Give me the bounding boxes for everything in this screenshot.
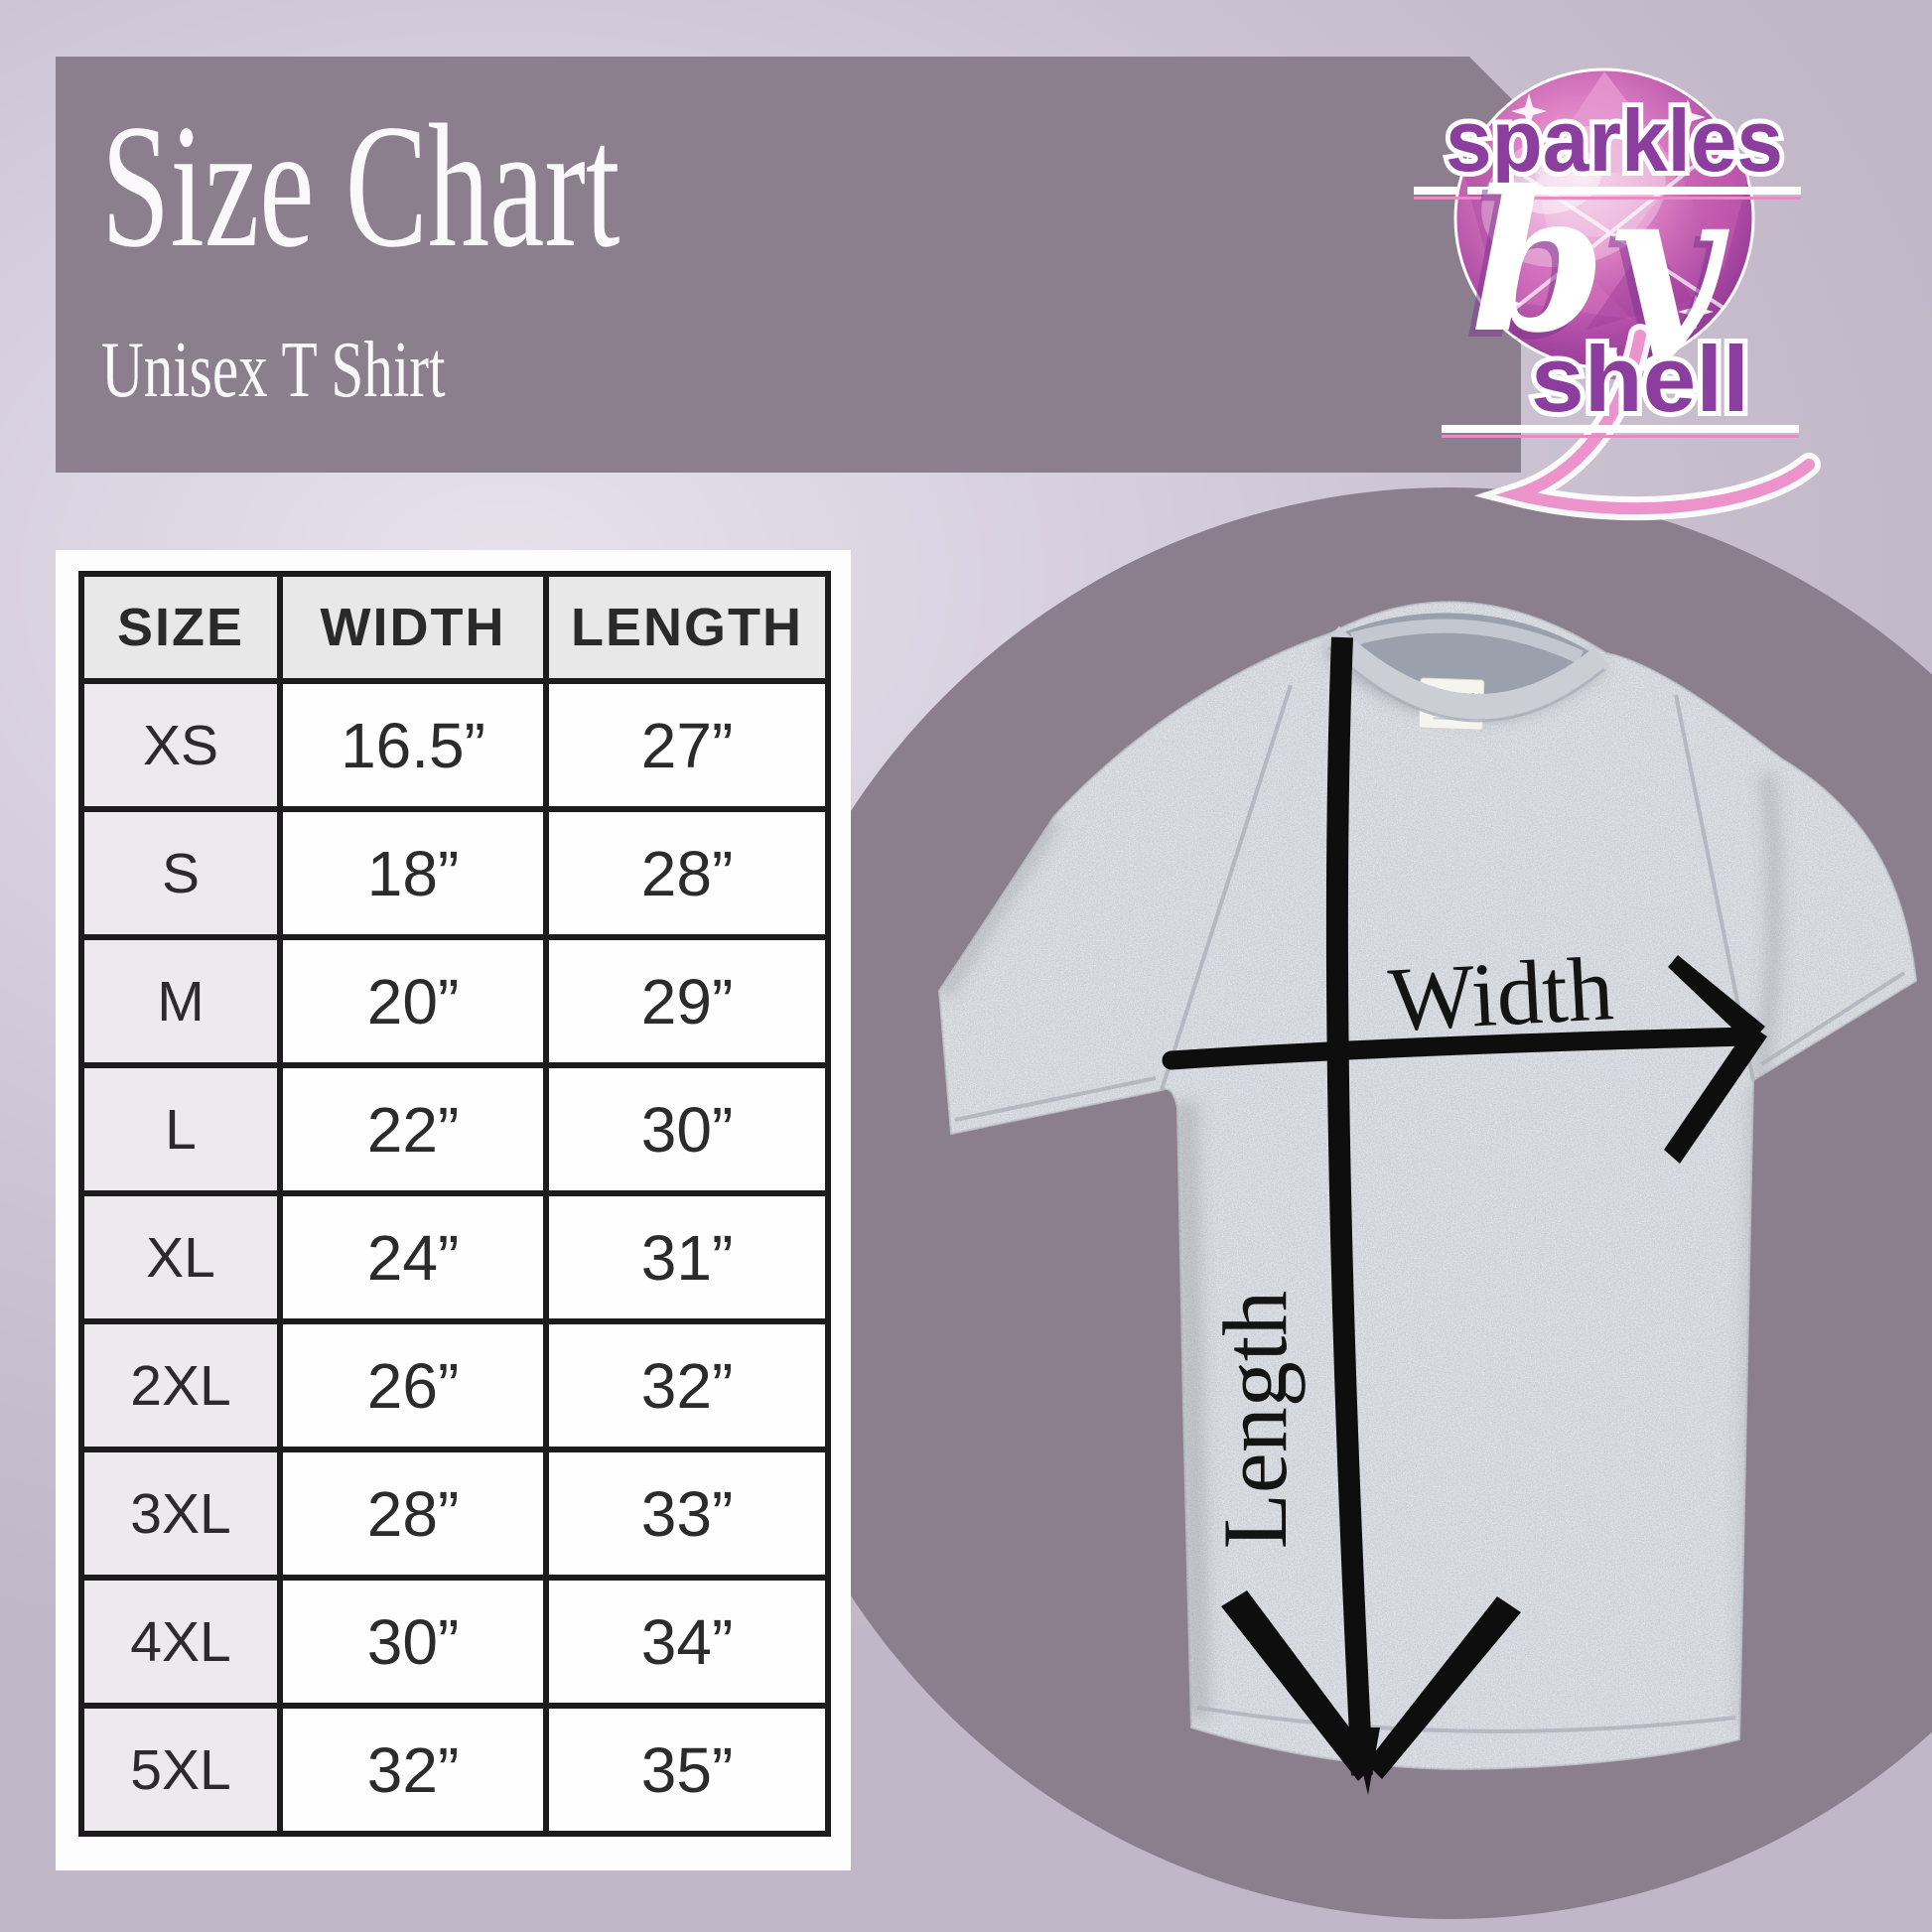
- size-cell: XL: [78, 1190, 283, 1324]
- size-cell: 2XL: [78, 1318, 283, 1452]
- table-row: L 22” 30”: [78, 1062, 831, 1196]
- logo-flourish-outline: [1473, 324, 1821, 521]
- header-width: WIDTH: [277, 571, 549, 684]
- header-size: SIZE: [78, 571, 283, 684]
- size-cell: 5XL: [78, 1703, 283, 1837]
- size-cell: M: [78, 934, 283, 1068]
- table-row: 2XL 26” 32”: [78, 1318, 831, 1452]
- length-cell: 32”: [543, 1318, 831, 1452]
- width-cell: 16.5”: [277, 678, 549, 812]
- size-cell: 3XL: [78, 1447, 283, 1581]
- table-row: S 18” 28”: [78, 806, 831, 940]
- table-row: 5XL 32” 35”: [78, 1703, 831, 1837]
- backdrop-circle: [734, 487, 1932, 1919]
- width-cell: 22”: [277, 1062, 549, 1196]
- width-cell: 30”: [277, 1575, 549, 1709]
- length-cell: 31”: [543, 1190, 831, 1324]
- table-row: XL 24” 31”: [78, 1190, 831, 1324]
- logo-word-shell: shell: [1531, 327, 1749, 431]
- page-title: Size Chart: [101, 87, 621, 284]
- size-table-card: SIZE WIDTH LENGTH XS 16.5” 27” S 18” 28”…: [56, 550, 851, 1870]
- table-header-row: SIZE WIDTH LENGTH: [78, 571, 831, 684]
- length-cell: 33”: [543, 1447, 831, 1581]
- width-cell: 24”: [277, 1190, 549, 1324]
- width-cell: 26”: [277, 1318, 549, 1452]
- length-cell: 29”: [543, 934, 831, 1068]
- header-banner: Size Chart Unisex T Shirt: [56, 57, 1521, 473]
- length-cell: 34”: [543, 1575, 831, 1709]
- length-cell: 27”: [543, 678, 831, 812]
- size-cell: XS: [78, 678, 283, 812]
- table-row: M 20” 29”: [78, 934, 831, 1068]
- page-subtitle: Unisex T Shirt: [101, 327, 446, 414]
- length-cell: 30”: [543, 1062, 831, 1196]
- size-table: SIZE WIDTH LENGTH XS 16.5” 27” S 18” 28”…: [78, 571, 831, 1837]
- logo-sparkle-stars: [1487, 93, 1714, 330]
- table-row: 3XL 28” 33”: [78, 1447, 831, 1581]
- length-cell: 35”: [543, 1703, 831, 1837]
- size-cell: S: [78, 806, 283, 940]
- header-length: LENGTH: [543, 571, 831, 684]
- logo-flourish: [1495, 330, 1815, 515]
- width-cell: 18”: [277, 806, 549, 940]
- width-cell: 20”: [277, 934, 549, 1068]
- size-cell: L: [78, 1062, 283, 1196]
- length-cell: 28”: [543, 806, 831, 940]
- size-cell: 4XL: [78, 1575, 283, 1709]
- table-row: 4XL 30” 34”: [78, 1575, 831, 1709]
- width-cell: 28”: [277, 1447, 549, 1581]
- table-row: XS 16.5” 27”: [78, 678, 831, 812]
- width-cell: 32”: [277, 1703, 549, 1837]
